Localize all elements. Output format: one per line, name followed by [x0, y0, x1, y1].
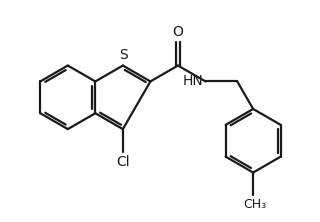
Text: Cl: Cl [116, 155, 130, 169]
Text: O: O [172, 25, 183, 39]
Text: CH₃: CH₃ [243, 198, 266, 211]
Text: S: S [119, 48, 128, 62]
Text: HN: HN [182, 74, 203, 88]
